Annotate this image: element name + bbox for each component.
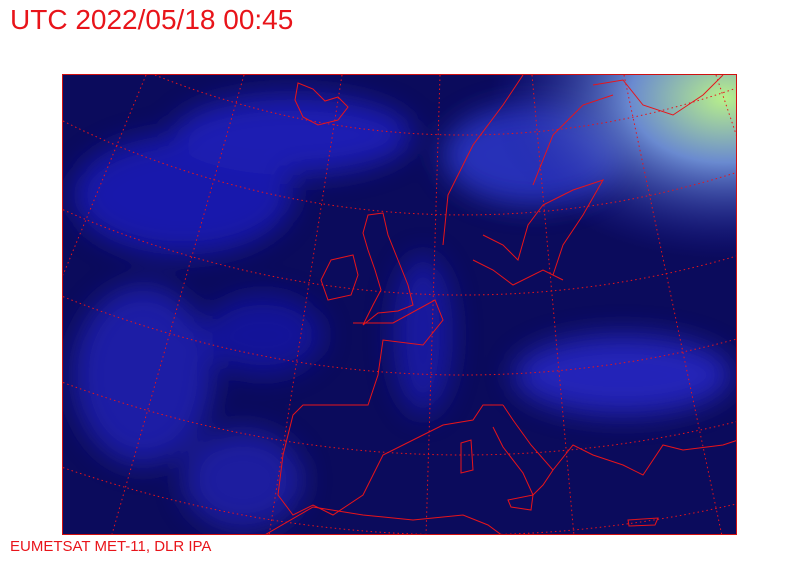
great-britain-coast xyxy=(362,212,414,326)
france-iberia-coast xyxy=(277,299,503,516)
graticule xyxy=(63,75,736,534)
scandinavia-coast xyxy=(442,75,614,276)
sicily-coast xyxy=(507,494,534,511)
crete-coast xyxy=(627,517,659,527)
iceland-coast xyxy=(294,82,349,126)
baltic-coast xyxy=(472,259,564,286)
timestamp-title: UTC 2022/05/18 00:45 xyxy=(10,4,294,35)
north-africa-coast xyxy=(265,506,502,534)
satellite-map[interactable] xyxy=(62,74,737,535)
coastlines xyxy=(265,75,736,534)
data-credit: EUMETSAT MET-11, DLR IPA xyxy=(10,538,212,555)
italy-coast xyxy=(492,404,554,496)
sardinia-coast xyxy=(460,439,474,474)
bright-cloud-region xyxy=(63,75,736,534)
ireland-coast xyxy=(320,254,359,301)
kola-coast xyxy=(592,75,724,116)
balkans-coast xyxy=(552,440,736,476)
